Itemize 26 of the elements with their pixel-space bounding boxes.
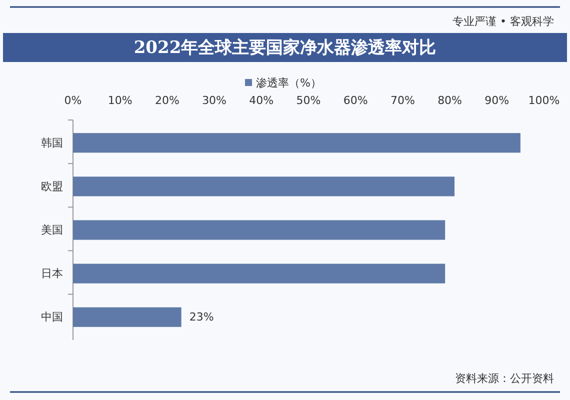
x-tick-label: 50% [296,94,321,107]
bar [73,133,520,153]
x-tick-label: 10% [108,94,132,107]
y-tick-label: 韩国 [41,136,63,150]
x-tick-label: 40% [249,94,274,107]
x-tick-label: 100% [528,94,560,107]
x-tick-label: 80% [438,94,462,107]
y-tick-label: 日本 [41,267,63,280]
y-tick-label: 中国 [41,310,63,324]
x-tick-label: 30% [202,94,227,107]
x-tick-label: 90% [484,94,510,107]
x-tick-label: 70% [390,94,415,107]
legend-label: 渗透率（%） [256,76,322,90]
bar [73,176,455,196]
data-label: 23% [189,310,214,324]
text: 资料来源：公开资料 [455,372,554,385]
text: 专业严谨 • 客观科学 [452,15,554,28]
y-tick-label: 美国 [41,224,63,236]
bar [73,264,446,284]
bar [73,307,182,327]
chart-title: 2022年全球主要国家净水器渗透率对比 [134,38,436,58]
x-tick-label: 0% [64,94,82,107]
x-tick-label: 20% [154,94,180,107]
x-tick-label: 60% [343,94,368,107]
bar [73,220,446,240]
y-tick-label: 欧盟 [41,180,63,193]
